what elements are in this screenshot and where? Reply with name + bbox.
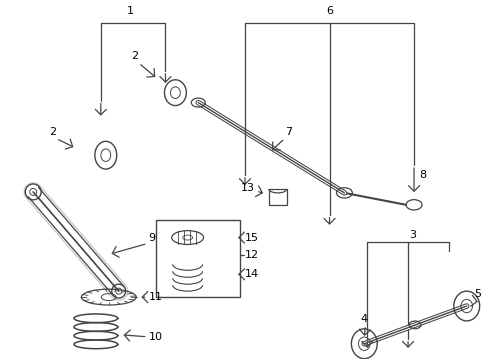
Text: 8: 8 bbox=[418, 170, 425, 180]
Text: 14: 14 bbox=[244, 269, 259, 279]
Text: 2: 2 bbox=[49, 127, 56, 138]
Text: 5: 5 bbox=[474, 289, 481, 299]
Bar bbox=[268, 189, 286, 205]
Text: 6: 6 bbox=[325, 6, 332, 16]
Text: 10: 10 bbox=[148, 332, 162, 342]
Text: 3: 3 bbox=[408, 230, 415, 239]
Text: 1: 1 bbox=[127, 6, 134, 16]
Text: 4: 4 bbox=[360, 314, 366, 324]
Text: 7: 7 bbox=[284, 127, 291, 138]
Text: 12: 12 bbox=[244, 251, 259, 260]
Bar bbox=[155, 220, 240, 297]
Text: 11: 11 bbox=[148, 292, 162, 302]
Text: 9: 9 bbox=[148, 233, 155, 243]
Text: 15: 15 bbox=[244, 233, 259, 243]
Text: 13: 13 bbox=[241, 183, 254, 193]
Text: 2: 2 bbox=[131, 51, 138, 61]
